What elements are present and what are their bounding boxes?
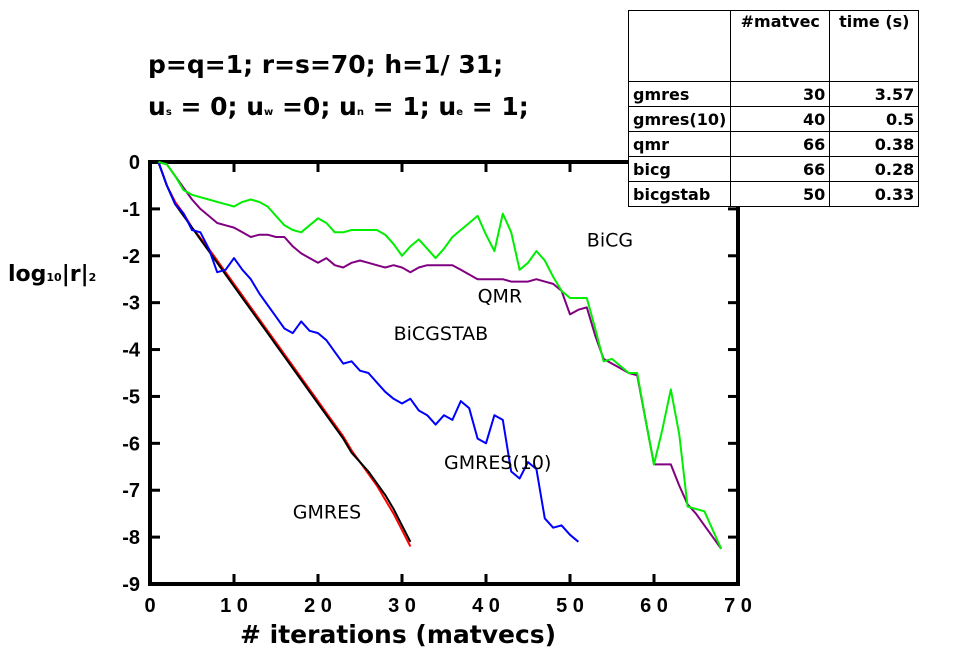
table-cell-matvec: 66 [730,131,831,157]
x-tick-label: 5 0 [556,595,584,617]
y-axis-label: log10|r|2 [8,262,97,287]
table-cell-name: bicg [627,156,732,182]
x-axis-label: # iterations (matvecs) [240,620,557,649]
table-cell-matvec: 50 [730,181,831,207]
results-table: #matvec time (s) gmres 30 3.57 gmres(10)… [627,10,920,207]
series-annotation: GMRES(10) [444,452,551,474]
series-line-qmr [158,161,723,550]
plot-frame [148,160,740,586]
y-tick-label: -5 [122,386,140,408]
table-cell-time: 0.38 [829,131,920,157]
y-tick-label: -2 [122,246,140,268]
table-cell-matvec: 30 [730,81,831,107]
y-tick-label: -1 [122,199,140,221]
y-tick-label: -9 [122,574,140,596]
series-layer [157,161,723,550]
table-cell-time: 3.57 [829,81,920,107]
table-cell-time: 0.33 [829,181,920,207]
table-cell-name: qmr [627,131,732,157]
y-tick-label: -7 [122,480,140,502]
series-annotation: QMR [478,286,523,308]
table-row: gmres(10) 40 0.5 [627,106,920,132]
y-tick-label: -8 [122,527,140,549]
x-tick-label: 3 0 [388,595,416,617]
table-cell-name: gmres [627,81,732,107]
series-annotation: BiCG [587,229,633,251]
series-line-bicgstab [157,161,580,543]
series-annotation: BiCGSTAB [394,323,489,345]
table-header-row: #matvec time (s) [627,10,920,82]
series-line-bicg [158,161,723,550]
table-header-empty [627,10,732,82]
table-row: bicgstab 50 0.33 [627,181,920,207]
x-tick-label: 6 0 [640,595,668,617]
table-header-time: time (s) [829,10,920,82]
table-cell-time: 0.28 [829,156,920,182]
series-line-gmres-10 [157,161,412,543]
y-tick-label: 0 [129,152,140,174]
chart-title-line2: us = 0; uw =0; un = 1; ue = 1; [148,92,529,121]
table-cell-name: bicgstab [627,181,732,207]
x-tick-label: 1 0 [220,595,248,617]
y-tick-label: -6 [122,433,140,455]
table-cell-time: 0.5 [829,106,920,132]
series-annotation: GMRES [293,501,361,523]
series-line-gmres [157,161,412,547]
table-cell-matvec: 66 [730,156,831,182]
x-tick-label: 2 0 [304,595,332,617]
table-row: gmres 30 3.57 [627,81,920,107]
y-tick-label: -4 [122,340,141,362]
table-row: bicg 66 0.28 [627,156,920,182]
x-tick-label: 0 [144,595,155,617]
table-header-matvec: #matvec [730,10,831,82]
table-cell-name: gmres(10) [627,106,732,132]
table-cell-matvec: 40 [730,106,831,132]
y-tick-label: -3 [122,293,140,315]
annotations: BiCG QMR BiCGSTAB GMRES(10) GMRES [293,229,633,523]
x-tick-label: 7 0 [724,595,752,617]
chart-title-line1: p=q=1; r=s=70; h=1/ 31; [148,50,504,79]
table-row: qmr 66 0.38 [627,131,920,157]
x-tick-label: 4 0 [472,595,500,617]
